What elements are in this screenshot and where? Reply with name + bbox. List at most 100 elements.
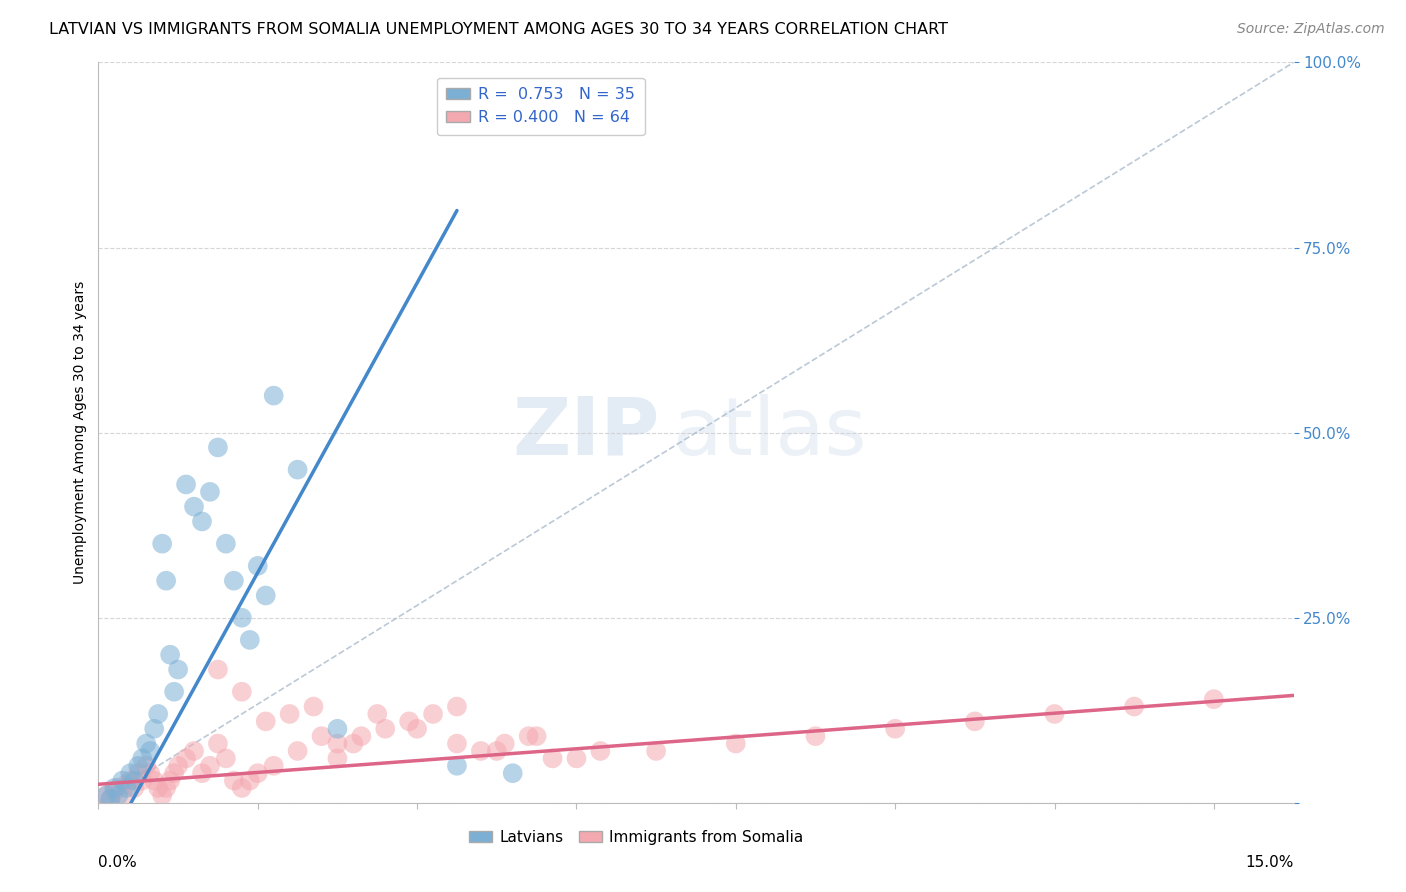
Point bbox=[1043, 706, 1066, 721]
Point bbox=[163, 766, 186, 780]
Point bbox=[311, 729, 333, 743]
Point bbox=[191, 766, 214, 780]
Point bbox=[107, 789, 129, 803]
Point bbox=[1202, 692, 1225, 706]
Point bbox=[254, 714, 277, 729]
Point bbox=[191, 515, 214, 529]
Point bbox=[565, 751, 588, 765]
Point bbox=[207, 441, 229, 455]
Point bbox=[446, 737, 468, 751]
Point bbox=[135, 737, 157, 751]
Point bbox=[174, 751, 197, 765]
Point bbox=[103, 780, 125, 795]
Point bbox=[143, 722, 166, 736]
Text: Source: ZipAtlas.com: Source: ZipAtlas.com bbox=[1237, 22, 1385, 37]
Point bbox=[231, 780, 253, 795]
Point bbox=[287, 744, 309, 758]
Point bbox=[215, 536, 238, 550]
Point bbox=[287, 462, 309, 476]
Point bbox=[231, 685, 253, 699]
Point bbox=[111, 789, 134, 803]
Point bbox=[96, 789, 118, 803]
Point bbox=[222, 773, 245, 788]
Point bbox=[183, 500, 205, 514]
Point bbox=[422, 706, 444, 721]
Point bbox=[148, 706, 170, 721]
Point bbox=[159, 648, 181, 662]
Point bbox=[406, 722, 429, 736]
Point bbox=[159, 773, 181, 788]
Text: 0.0%: 0.0% bbox=[98, 855, 138, 870]
Point bbox=[254, 589, 277, 603]
Point bbox=[107, 780, 129, 795]
Point bbox=[246, 766, 269, 780]
Point bbox=[98, 792, 122, 806]
Point bbox=[541, 751, 564, 765]
Point bbox=[207, 737, 229, 751]
Point bbox=[155, 574, 177, 588]
Text: 15.0%: 15.0% bbox=[1246, 855, 1294, 870]
Point bbox=[139, 766, 162, 780]
Point bbox=[139, 744, 162, 758]
Point bbox=[148, 780, 170, 795]
Point bbox=[215, 751, 238, 765]
Point bbox=[167, 663, 190, 677]
Point bbox=[398, 714, 420, 729]
Point bbox=[804, 729, 827, 743]
Point bbox=[131, 773, 153, 788]
Point bbox=[174, 477, 197, 491]
Point bbox=[485, 744, 508, 758]
Point bbox=[143, 773, 166, 788]
Point bbox=[207, 663, 229, 677]
Point bbox=[163, 685, 186, 699]
Point bbox=[103, 785, 125, 799]
Point bbox=[239, 632, 262, 647]
Point bbox=[115, 780, 138, 795]
Text: atlas: atlas bbox=[672, 393, 866, 472]
Point bbox=[645, 744, 668, 758]
Point bbox=[374, 722, 396, 736]
Point bbox=[302, 699, 325, 714]
Point bbox=[263, 388, 285, 402]
Point bbox=[222, 574, 245, 588]
Text: LATVIAN VS IMMIGRANTS FROM SOMALIA UNEMPLOYMENT AMONG AGES 30 TO 34 YEARS CORREL: LATVIAN VS IMMIGRANTS FROM SOMALIA UNEMP… bbox=[49, 22, 948, 37]
Point bbox=[124, 780, 146, 795]
Point bbox=[98, 792, 122, 806]
Legend: Latvians, Immigrants from Somalia: Latvians, Immigrants from Somalia bbox=[463, 823, 810, 851]
Point bbox=[326, 722, 349, 736]
Point bbox=[115, 777, 138, 791]
Point bbox=[111, 773, 134, 788]
Point bbox=[127, 758, 149, 772]
Point bbox=[239, 773, 262, 788]
Point bbox=[183, 744, 205, 758]
Point bbox=[724, 737, 747, 751]
Point bbox=[326, 751, 349, 765]
Point bbox=[350, 729, 373, 743]
Point bbox=[150, 789, 173, 803]
Point bbox=[135, 758, 157, 772]
Point bbox=[167, 758, 190, 772]
Point bbox=[494, 737, 516, 751]
Point bbox=[127, 766, 149, 780]
Text: ZIP: ZIP bbox=[513, 393, 661, 472]
Point bbox=[963, 714, 986, 729]
Point bbox=[231, 610, 253, 624]
Point bbox=[589, 744, 612, 758]
Point bbox=[198, 758, 221, 772]
Y-axis label: Unemployment Among Ages 30 to 34 years: Unemployment Among Ages 30 to 34 years bbox=[73, 281, 87, 584]
Point bbox=[526, 729, 548, 743]
Point bbox=[155, 780, 177, 795]
Point bbox=[150, 536, 173, 550]
Point bbox=[517, 729, 540, 743]
Point bbox=[1123, 699, 1146, 714]
Point bbox=[326, 737, 349, 751]
Point bbox=[446, 699, 468, 714]
Point bbox=[96, 789, 118, 803]
Point bbox=[198, 484, 221, 499]
Point bbox=[120, 766, 142, 780]
Point bbox=[246, 558, 269, 573]
Point bbox=[470, 744, 492, 758]
Point bbox=[131, 751, 153, 765]
Point bbox=[124, 773, 146, 788]
Point bbox=[446, 758, 468, 772]
